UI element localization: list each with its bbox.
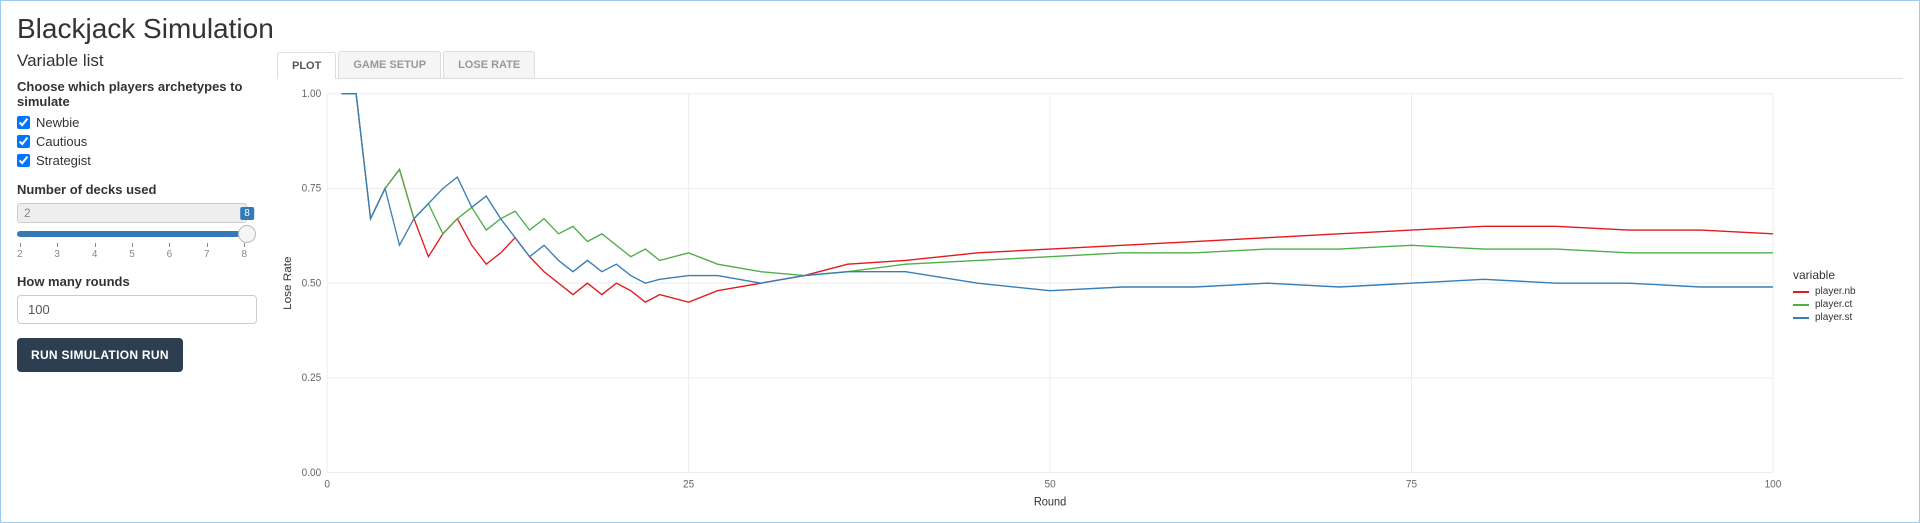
svg-text:0.75: 0.75 <box>302 183 322 194</box>
archetype-label: Strategist <box>36 153 91 168</box>
archetype-checkbox[interactable] <box>17 135 30 148</box>
legend-swatch <box>1793 317 1809 319</box>
archetype-row[interactable]: Strategist <box>17 153 257 168</box>
svg-text:0.00: 0.00 <box>302 468 322 479</box>
tab-game-setup[interactable]: GAME SETUP <box>338 51 441 78</box>
tabs: PLOTGAME SETUPLOSE RATE <box>277 51 1903 79</box>
svg-text:0.50: 0.50 <box>302 278 322 289</box>
tab-plot[interactable]: PLOT <box>277 52 336 79</box>
chart-area: 0.00 0.25 0.50 0.75 1.00 0 25 50 75 100 Round Lose … <box>277 83 1903 510</box>
archetype-row[interactable]: Newbie <box>17 115 257 130</box>
main-row: Variable list Choose which players arche… <box>17 51 1903 510</box>
decks-value-badge: 8 <box>240 207 254 220</box>
page-title: Blackjack Simulation <box>17 13 1903 45</box>
legend-item: player.ct <box>1793 299 1903 310</box>
svg-text:0: 0 <box>324 479 330 490</box>
svg-text:25: 25 <box>683 479 694 490</box>
lose-rate-chart: 0.00 0.25 0.50 0.75 1.00 0 25 50 75 100 Round Lose … <box>277 83 1783 510</box>
archetype-checkbox[interactable] <box>17 116 30 129</box>
content: PLOTGAME SETUPLOSE RATE 0.00 0.25 0.50 0.75… <box>277 51 1903 510</box>
legend-title: variable <box>1793 268 1903 282</box>
decks-label: Number of decks used <box>17 182 257 197</box>
decks-display: 2 <box>17 203 247 223</box>
svg-text:1.00: 1.00 <box>302 89 322 100</box>
svg-text:Lose Rate: Lose Rate <box>282 256 294 309</box>
run-simulation-button[interactable]: RUN SIMULATION RUN <box>17 338 183 372</box>
archetypes-label: Choose which players archetypes to simul… <box>17 79 257 109</box>
chart-wrap: 0.00 0.25 0.50 0.75 1.00 0 25 50 75 100 Round Lose … <box>277 83 1783 510</box>
decks-group: Number of decks used 2 8 2345678 <box>17 182 257 260</box>
decks-slider[interactable]: 2 8 2345678 <box>17 203 247 260</box>
legend-label: player.ct <box>1815 299 1852 310</box>
decks-ticks: 2345678 <box>17 249 247 260</box>
sidebar-heading: Variable list <box>17 51 257 71</box>
legend-item: player.nb <box>1793 286 1903 297</box>
legend-item: player.st <box>1793 312 1903 323</box>
sidebar: Variable list Choose which players arche… <box>17 51 257 510</box>
svg-text:50: 50 <box>1044 479 1055 490</box>
tab-lose-rate[interactable]: LOSE RATE <box>443 51 535 78</box>
archetype-checkbox[interactable] <box>17 154 30 167</box>
legend-label: player.st <box>1815 312 1852 323</box>
svg-text:0.25: 0.25 <box>302 373 322 384</box>
svg-text:75: 75 <box>1406 479 1417 490</box>
svg-text:100: 100 <box>1765 479 1782 490</box>
legend-label: player.nb <box>1815 286 1856 297</box>
archetype-label: Cautious <box>36 134 87 149</box>
rounds-input[interactable] <box>17 295 257 324</box>
archetype-row[interactable]: Cautious <box>17 134 257 149</box>
decks-thumb[interactable] <box>238 225 256 243</box>
svg-text:Round: Round <box>1034 496 1066 508</box>
legend-swatch <box>1793 291 1809 293</box>
chart-legend: variable player.nb player.ct player.st <box>1783 83 1903 510</box>
archetype-label: Newbie <box>36 115 79 130</box>
app-frame: Blackjack Simulation Variable list Choos… <box>0 0 1920 523</box>
legend-swatch <box>1793 304 1809 306</box>
archetypes-group: Choose which players archetypes to simul… <box>17 79 257 168</box>
rounds-label: How many rounds <box>17 274 257 289</box>
rounds-group: How many rounds <box>17 274 257 324</box>
